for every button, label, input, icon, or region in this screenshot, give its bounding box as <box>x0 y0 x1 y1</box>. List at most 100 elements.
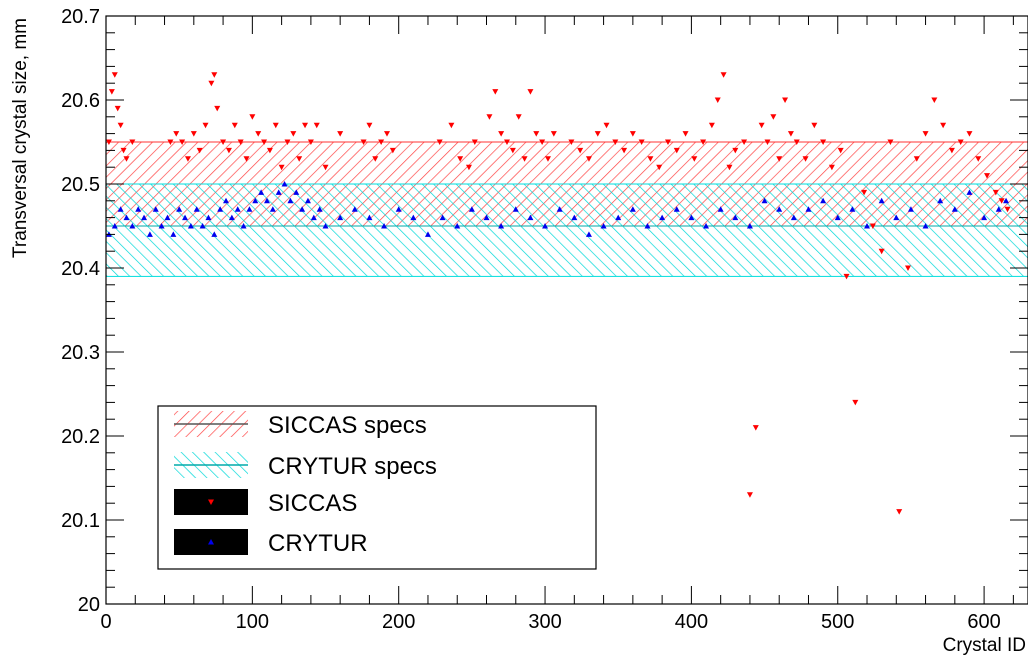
siccas-point <box>290 131 297 137</box>
siccas-point <box>184 156 191 162</box>
siccas-point <box>714 97 721 103</box>
siccas-point <box>664 139 671 145</box>
siccas-point <box>828 164 835 171</box>
siccas-point <box>869 223 876 229</box>
siccas-point <box>249 114 256 120</box>
crytur-point <box>366 214 373 221</box>
siccas-point <box>957 139 964 145</box>
siccas-point <box>922 131 929 137</box>
siccas-point <box>208 80 215 87</box>
siccas-point <box>527 89 534 95</box>
siccas-point <box>190 131 197 137</box>
siccas-point <box>708 122 715 129</box>
crytur-point <box>907 206 914 212</box>
siccas-point <box>948 147 955 154</box>
siccas-point <box>550 131 557 137</box>
crytur-point <box>246 206 253 212</box>
siccas-point <box>820 139 827 145</box>
crytur-point <box>585 231 592 237</box>
siccas-point <box>179 139 186 145</box>
siccas-point <box>123 156 130 162</box>
crytur-point <box>293 189 300 195</box>
crytur-point <box>252 197 259 204</box>
siccas-point <box>992 189 999 196</box>
x-tick-label: 400 <box>675 611 708 633</box>
legend-label-siccas: SICCAS <box>268 490 357 517</box>
crytur-point <box>498 223 505 229</box>
y-tick-label: 20.6 <box>61 90 100 112</box>
crytur-point <box>600 223 607 229</box>
crytur-point <box>281 181 288 187</box>
siccas-point <box>594 131 601 137</box>
crytur-point <box>673 206 680 212</box>
siccas-point <box>337 131 344 137</box>
crytur-point <box>258 189 265 195</box>
x-tick-label: 600 <box>967 611 1000 633</box>
siccas-point <box>503 139 510 145</box>
siccas-point <box>913 156 920 162</box>
crytur-point <box>776 206 783 212</box>
crytur-point <box>468 206 475 212</box>
legend-label-crytur: CRYTUR <box>268 530 368 557</box>
siccas-point <box>726 164 733 171</box>
crytur-point <box>1003 197 1010 204</box>
crytur-point <box>424 231 431 237</box>
crytur-point <box>805 206 812 212</box>
crytur-spec-band <box>105 183 1028 277</box>
crytur-point <box>205 214 212 221</box>
siccas-point <box>603 122 610 129</box>
siccas-point <box>612 139 619 145</box>
crytur-point <box>439 214 446 221</box>
siccas-point <box>776 156 783 162</box>
crytur-point <box>381 223 388 229</box>
crytur-point <box>117 206 124 212</box>
siccas-point <box>296 156 303 162</box>
siccas-point <box>378 139 385 145</box>
siccas-point <box>852 399 859 406</box>
y-tick-label: 20.2 <box>61 426 100 448</box>
crytur-point <box>922 223 929 229</box>
crytur-point <box>322 223 329 229</box>
siccas-point <box>638 139 645 145</box>
siccas-point <box>211 72 218 78</box>
crytur-point <box>834 214 841 221</box>
siccas-point <box>366 122 373 129</box>
siccas-point <box>585 156 592 162</box>
siccas-point <box>770 114 777 120</box>
y-tick-label: 20.7 <box>61 6 100 28</box>
crytur-point <box>761 197 768 204</box>
siccas-point <box>360 139 367 145</box>
siccas-point <box>105 139 112 145</box>
crytur-point <box>937 197 944 204</box>
siccas-point <box>284 139 291 145</box>
siccas-point <box>237 139 244 145</box>
siccas-point <box>261 139 268 145</box>
siccas-point <box>998 198 1005 204</box>
siccas-point <box>266 147 273 154</box>
crytur-point <box>629 206 636 212</box>
siccas-point <box>457 156 464 162</box>
x-tick-label: 300 <box>528 611 561 633</box>
crytur-point <box>483 214 490 221</box>
legend-marker-crytur <box>208 539 214 545</box>
crytur-point <box>703 223 710 229</box>
crytur-point <box>211 231 218 237</box>
siccas-point <box>682 131 689 137</box>
y-axis-title: Transversal crystal size, mm <box>10 18 31 258</box>
crytur-point <box>228 214 235 221</box>
siccas-point <box>837 147 844 154</box>
siccas-point <box>436 139 443 145</box>
siccas-point <box>498 131 505 137</box>
crytur-point <box>659 214 666 221</box>
siccas-point <box>700 139 707 145</box>
crytur-point <box>878 197 885 204</box>
siccas-point <box>307 139 314 145</box>
crytur-point <box>981 214 988 221</box>
x-axis-title: Crystal ID <box>943 635 1026 656</box>
x-tick-label: 0 <box>100 611 111 633</box>
siccas-point <box>389 147 396 154</box>
crytur-point <box>193 206 200 212</box>
crytur-point <box>454 223 461 229</box>
crytur-point <box>820 197 827 204</box>
crytur-point <box>135 206 142 212</box>
